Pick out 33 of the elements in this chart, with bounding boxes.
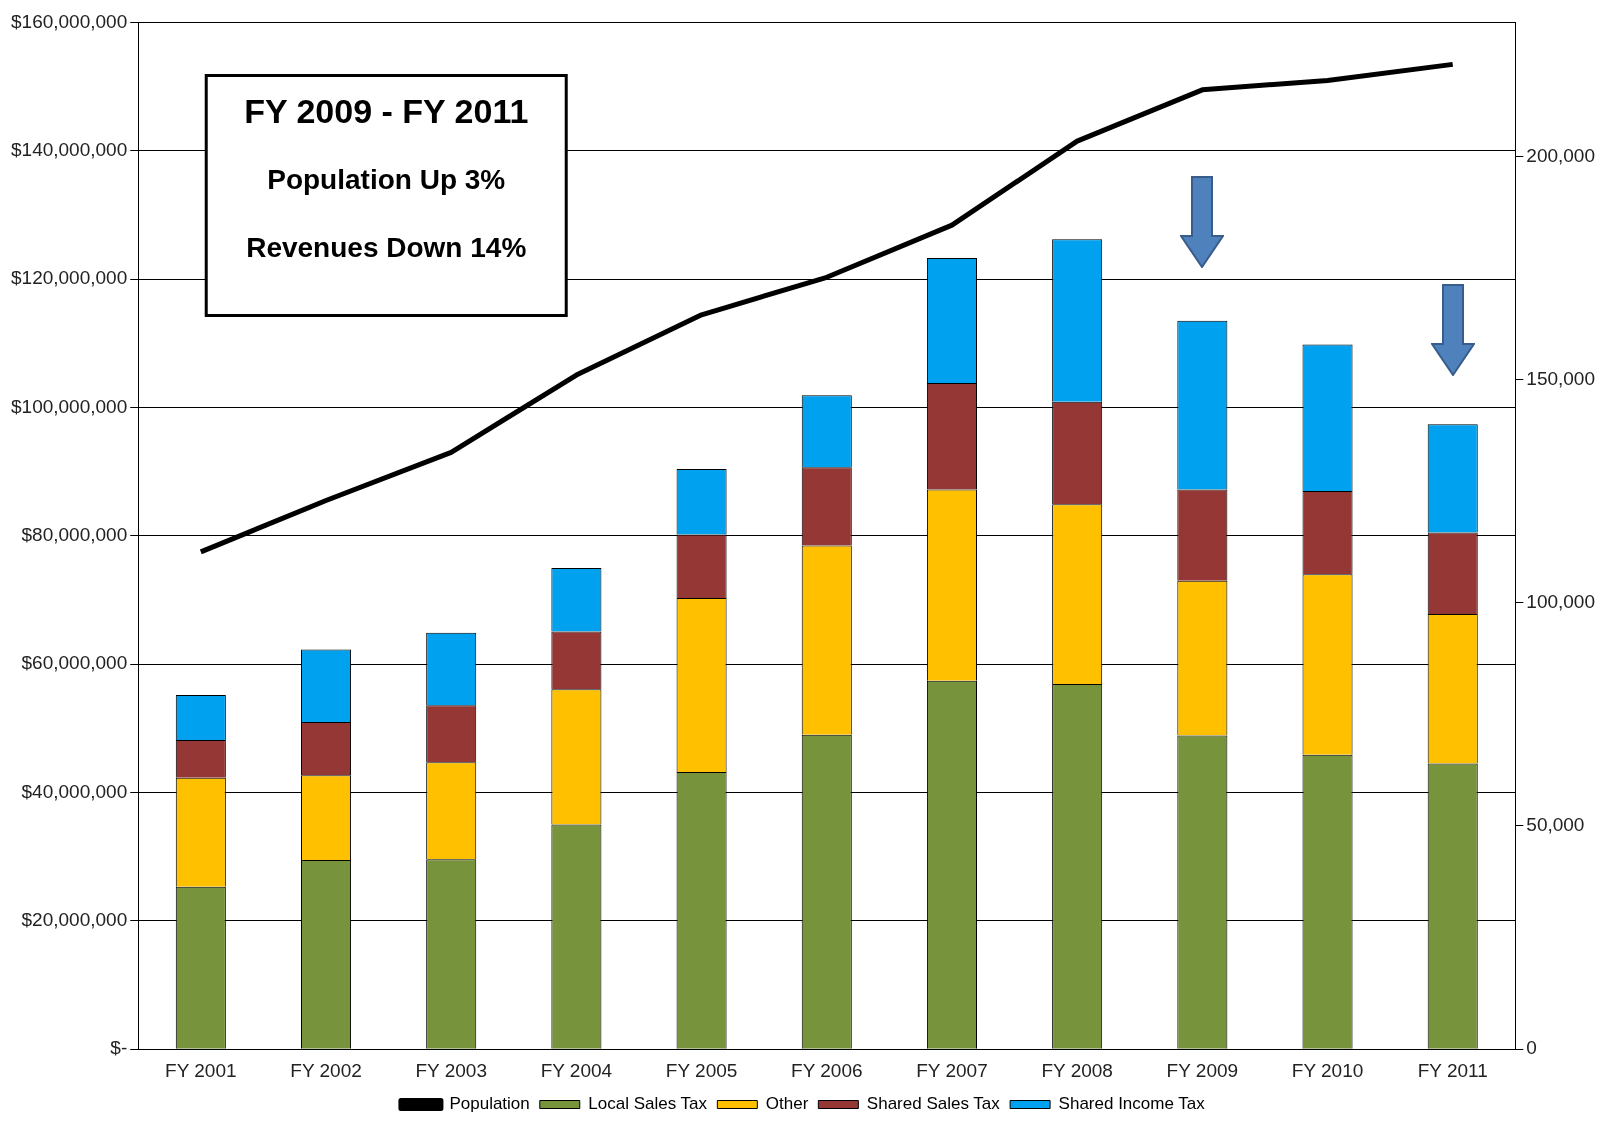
x-tick-label: FY 2004: [540, 1059, 613, 1081]
y-tick-label: $-: [110, 1037, 128, 1059]
y-tick-label: $40,000,000: [21, 780, 128, 802]
legend-label: Population: [449, 1094, 530, 1114]
x-tick-label: FY 2008: [1041, 1059, 1113, 1081]
x-tick-label: FY 2009: [1166, 1059, 1239, 1081]
x-tick-label: FY 2002: [290, 1059, 362, 1081]
x-tick-label: FY 2001: [165, 1059, 237, 1081]
y-tick-label: $20,000,000: [21, 909, 128, 931]
annotation: Population Up 3%: [267, 164, 506, 196]
legend-label: Local Sales Tax: [588, 1094, 708, 1114]
y-tick-label: $60,000,000: [21, 652, 128, 674]
y2-tick-label: 100,000: [1526, 591, 1596, 612]
y-tick-label: $80,000,000: [21, 524, 128, 546]
annotation: FY 2009 - FY 2011: [244, 91, 529, 130]
y2-tick-label: 150,000: [1526, 367, 1596, 389]
annotation: Revenues Down 14%: [246, 232, 527, 264]
y-tick-label: $160,000,000: [10, 10, 128, 32]
y-tick-label: $120,000,000: [10, 267, 128, 289]
y-tick-label: $140,000,000: [10, 138, 128, 160]
y2-tick-label: 200,000: [1526, 144, 1596, 166]
y2-tick-label: 0: [1526, 1037, 1537, 1059]
x-tick-label: FY 2003: [415, 1059, 487, 1081]
x-tick-label: FY 2010: [1291, 1059, 1364, 1081]
x-tick-label: FY 2006: [791, 1059, 863, 1081]
legend-label: Shared Sales Tax: [866, 1094, 1001, 1114]
y-tick-label: $100,000,000: [10, 395, 128, 417]
x-tick-label: FY 2005: [665, 1059, 738, 1081]
legend-label: Other: [765, 1094, 809, 1114]
x-tick-label: FY 2007: [916, 1059, 988, 1081]
legend-label: Shared Income Tax: [1058, 1094, 1206, 1114]
x-tick-label: FY 2011: [1417, 1059, 1488, 1081]
y2-tick-label: 50,000: [1526, 814, 1585, 836]
